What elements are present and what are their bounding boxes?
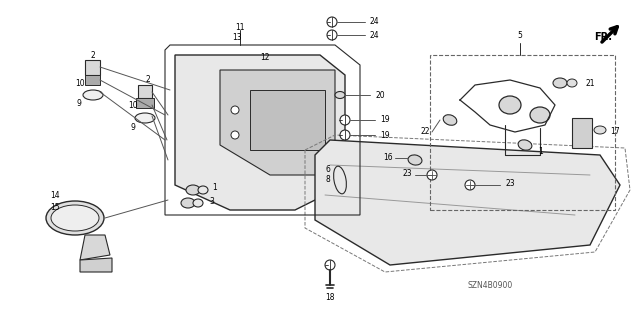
Ellipse shape: [186, 185, 200, 195]
Ellipse shape: [553, 78, 567, 88]
Ellipse shape: [46, 201, 104, 235]
Text: 8: 8: [326, 175, 330, 184]
Text: 9: 9: [131, 123, 136, 132]
Text: 24: 24: [370, 31, 380, 40]
Polygon shape: [85, 60, 100, 75]
Ellipse shape: [333, 166, 346, 194]
Text: 6: 6: [326, 166, 330, 174]
Polygon shape: [85, 75, 100, 85]
Ellipse shape: [499, 96, 521, 114]
Ellipse shape: [444, 115, 457, 125]
Text: 18: 18: [325, 293, 335, 301]
Text: 1: 1: [212, 183, 218, 192]
Ellipse shape: [530, 107, 550, 123]
Text: 22: 22: [420, 128, 429, 137]
Text: 17: 17: [610, 128, 620, 137]
Text: 12: 12: [260, 54, 269, 63]
Bar: [430, 55, 615, 210]
Text: FR.: FR.: [594, 32, 612, 42]
Ellipse shape: [51, 205, 99, 231]
Text: SZN4B0900: SZN4B0900: [467, 280, 513, 290]
Text: 9: 9: [77, 99, 81, 108]
Ellipse shape: [198, 186, 208, 194]
Text: 14: 14: [50, 191, 60, 201]
Text: 23: 23: [402, 168, 412, 177]
Polygon shape: [136, 98, 154, 108]
Polygon shape: [138, 85, 152, 98]
Text: 19: 19: [380, 115, 390, 124]
Ellipse shape: [335, 92, 345, 99]
Polygon shape: [220, 70, 335, 175]
Circle shape: [325, 260, 335, 270]
Text: 15: 15: [50, 204, 60, 212]
Ellipse shape: [408, 155, 422, 165]
Text: 19: 19: [380, 130, 390, 139]
Text: 16: 16: [383, 153, 393, 162]
Text: 23: 23: [505, 179, 515, 188]
Text: 5: 5: [518, 32, 522, 41]
Text: 21: 21: [585, 78, 595, 87]
Text: 24: 24: [370, 18, 380, 26]
Polygon shape: [250, 90, 325, 150]
Ellipse shape: [135, 113, 155, 123]
Circle shape: [327, 30, 337, 40]
Bar: [572, 118, 592, 148]
Ellipse shape: [594, 126, 606, 134]
Ellipse shape: [83, 90, 103, 100]
Text: 10: 10: [75, 78, 85, 87]
Text: 1: 1: [538, 147, 543, 157]
Text: 3: 3: [209, 197, 214, 206]
Text: 2: 2: [91, 50, 95, 60]
Circle shape: [231, 106, 239, 114]
Ellipse shape: [518, 140, 532, 150]
Polygon shape: [175, 55, 345, 210]
Circle shape: [427, 170, 437, 180]
Polygon shape: [315, 140, 620, 265]
Text: 20: 20: [375, 91, 385, 100]
Polygon shape: [80, 235, 110, 260]
Text: 13: 13: [232, 33, 242, 42]
Circle shape: [327, 17, 337, 27]
Ellipse shape: [567, 79, 577, 87]
Circle shape: [340, 115, 350, 125]
Circle shape: [231, 131, 239, 139]
Text: 11: 11: [236, 23, 244, 32]
Ellipse shape: [181, 198, 195, 208]
Polygon shape: [80, 258, 112, 272]
Circle shape: [340, 130, 350, 140]
Text: 2: 2: [146, 76, 150, 85]
Ellipse shape: [193, 199, 203, 207]
Text: 10: 10: [128, 100, 138, 109]
Circle shape: [465, 180, 475, 190]
